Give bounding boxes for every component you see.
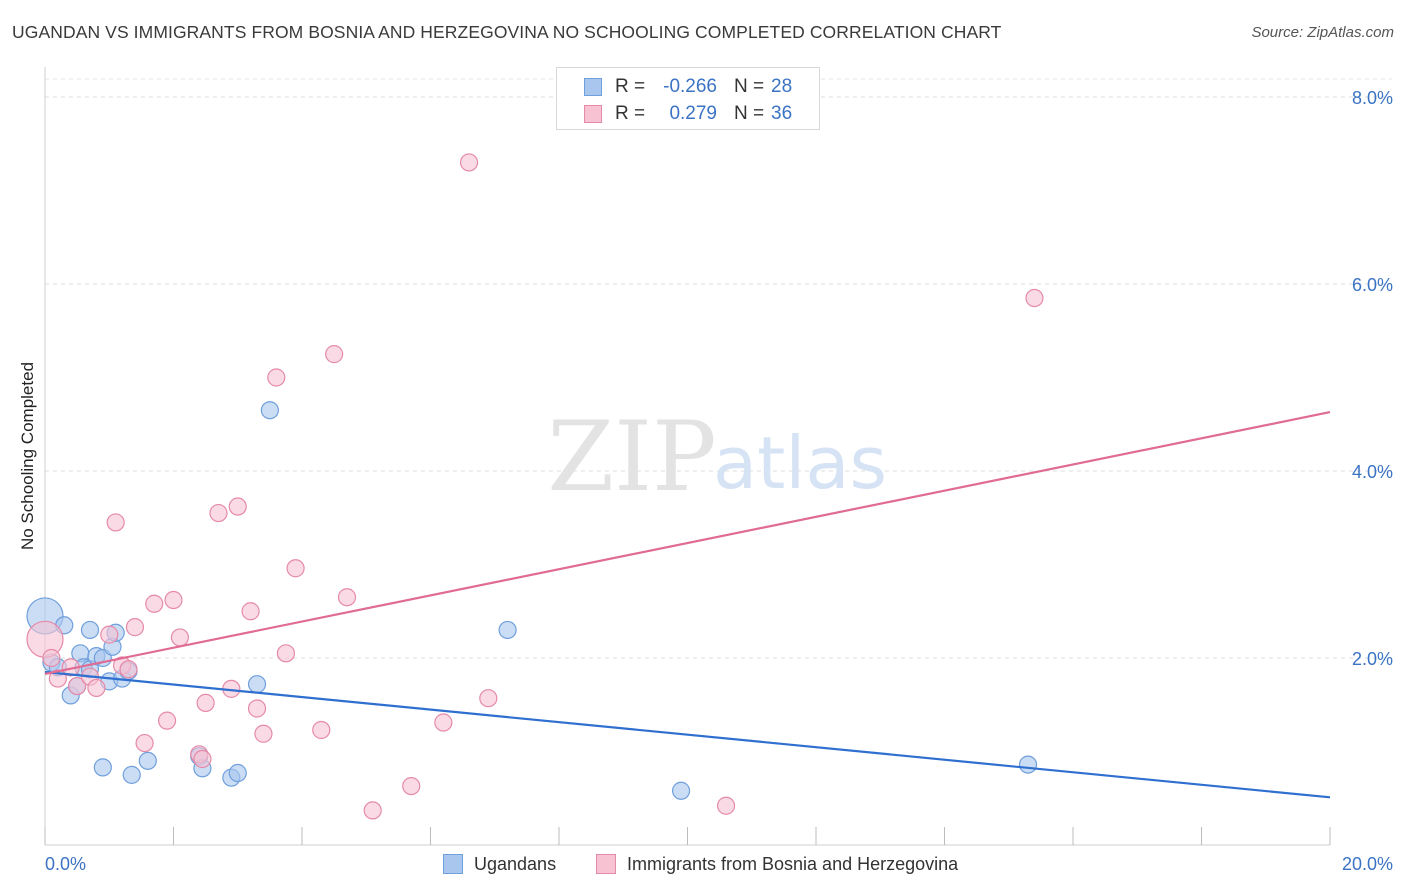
watermark-zip: ZIP bbox=[547, 401, 716, 513]
point-bosnia bbox=[106, 513, 125, 532]
point-ugandans bbox=[93, 758, 112, 777]
bosnia-swatch bbox=[584, 105, 602, 123]
n-value: 28 bbox=[771, 76, 793, 97]
point-bosnia bbox=[1025, 288, 1044, 308]
chart-title: UGANDAN VS IMMIGRANTS FROM BOSNIA AND HE… bbox=[12, 22, 1002, 42]
trend-lines bbox=[44, 411, 1331, 799]
y-tick-label: 4.0% bbox=[1352, 462, 1393, 482]
n-value: 36 bbox=[771, 103, 793, 124]
point-bosnia bbox=[325, 345, 344, 364]
point-bosnia bbox=[119, 660, 138, 679]
x-tick-label-min: 0.0% bbox=[45, 854, 86, 874]
stats-row-ugandans: R = -0.266 N = 28 bbox=[557, 74, 819, 100]
r-label: R = bbox=[615, 103, 646, 124]
r-label: R = bbox=[615, 76, 646, 97]
point-bosnia bbox=[276, 644, 296, 663]
n-label: N = bbox=[734, 76, 765, 97]
point-bosnia bbox=[434, 713, 453, 732]
n-label: N = bbox=[734, 103, 765, 124]
x-tick-label-max: 20.0% bbox=[1342, 854, 1393, 874]
gridlines bbox=[45, 78, 1392, 659]
tick-labels: 2.0% 4.0% 6.0% 8.0% 0.0% 20.0% bbox=[45, 88, 1393, 874]
y-axis-label: No Schooling Completed bbox=[18, 361, 37, 551]
ugandans-swatch bbox=[584, 78, 602, 96]
trend-line-ugandans bbox=[44, 670, 1331, 799]
point-bosnia bbox=[267, 368, 286, 387]
data-points bbox=[26, 153, 1044, 820]
point-bosnia bbox=[479, 689, 498, 708]
y-tick-label: 8.0% bbox=[1352, 88, 1393, 108]
point-bosnia bbox=[164, 590, 183, 610]
point-bosnia bbox=[402, 776, 421, 796]
axes bbox=[44, 67, 1331, 846]
correlation-stats-box: R = -0.266 N = 28 R = 0.279 N = 36 bbox=[556, 67, 820, 130]
source-credit: Source: ZipAtlas.com bbox=[1251, 24, 1394, 41]
point-bosnia bbox=[716, 796, 736, 815]
point-bosnia bbox=[135, 733, 154, 753]
legend-label: Ugandans bbox=[474, 854, 557, 874]
legend-swatch-ugandans bbox=[443, 854, 463, 874]
legend: Ugandans Immigrants from Bosnia and Herz… bbox=[0, 852, 1406, 876]
point-bosnia bbox=[459, 153, 479, 172]
point-bosnia bbox=[157, 711, 177, 730]
r-value: -0.266 bbox=[663, 76, 717, 97]
point-bosnia bbox=[247, 699, 267, 718]
point-ugandans bbox=[80, 620, 100, 640]
point-bosnia bbox=[125, 618, 145, 637]
point-bosnia bbox=[254, 724, 273, 743]
legend-label: Immigrants from Bosnia and Herzegovina bbox=[627, 854, 959, 874]
point-bosnia bbox=[241, 602, 260, 621]
watermark-atlas: atlas bbox=[713, 421, 887, 505]
point-bosnia bbox=[312, 720, 331, 740]
point-bosnia bbox=[42, 648, 61, 668]
y-tick-label: 6.0% bbox=[1352, 275, 1393, 295]
stats-row-bosnia: R = 0.279 N = 36 bbox=[557, 101, 819, 127]
point-bosnia bbox=[100, 625, 119, 644]
point-ugandans bbox=[1018, 755, 1038, 774]
point-bosnia bbox=[196, 693, 215, 712]
trend-line-bosnia bbox=[44, 411, 1331, 675]
point-ugandans bbox=[260, 401, 279, 420]
point-bosnia bbox=[228, 497, 247, 516]
point-ugandans bbox=[247, 675, 267, 694]
y-tick-label: 2.0% bbox=[1352, 649, 1393, 669]
point-ugandans bbox=[228, 763, 247, 783]
point-ugandans bbox=[671, 781, 691, 800]
point-bosnia bbox=[209, 503, 228, 523]
legend-swatch-bosnia bbox=[596, 854, 616, 874]
point-bosnia bbox=[363, 801, 382, 820]
point-bosnia bbox=[87, 678, 106, 698]
point-ugandans bbox=[138, 751, 157, 770]
r-value: 0.279 bbox=[669, 103, 717, 124]
point-bosnia bbox=[286, 559, 305, 578]
point-ugandans bbox=[122, 765, 141, 784]
point-ugandans bbox=[498, 620, 517, 640]
point-bosnia bbox=[145, 594, 164, 613]
point-bosnia bbox=[193, 749, 212, 769]
point-bosnia bbox=[68, 676, 87, 696]
point-bosnia bbox=[337, 588, 357, 607]
point-bosnia bbox=[170, 628, 190, 647]
